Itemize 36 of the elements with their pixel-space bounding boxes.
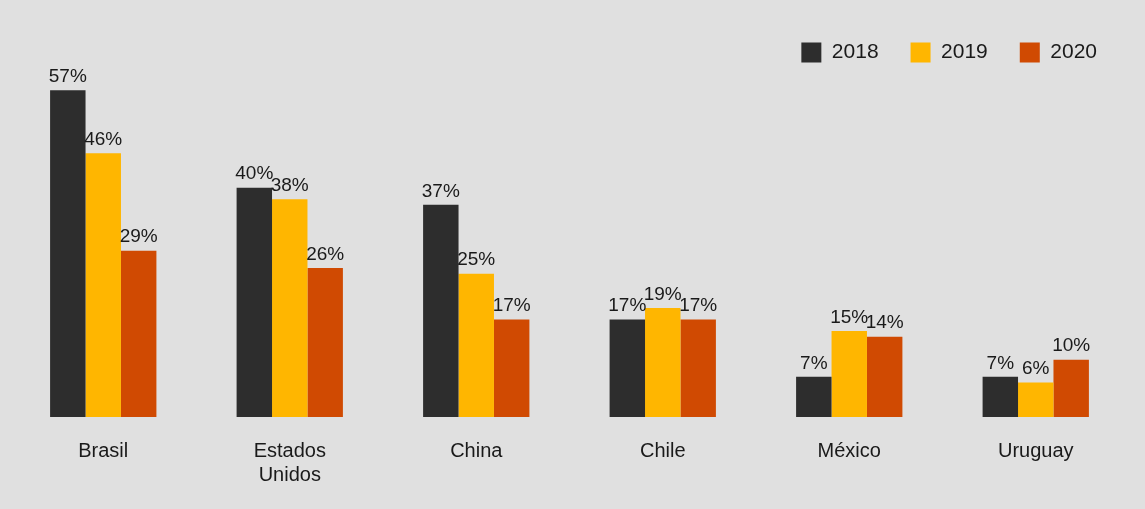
legend-label: 2019 [941,39,988,63]
data-label: 37% [421,179,460,201]
legend-label: 2018 [831,39,879,63]
bar [680,319,716,417]
data-label: 7% [986,351,1015,373]
bar [50,90,86,417]
bar [458,273,494,417]
bar [831,331,867,417]
bar [866,336,903,417]
legend-label: 2020 [1050,39,1097,63]
x-tick-label: China [450,438,504,461]
x-tick-label: Chile [639,438,686,461]
data-label: 57% [48,64,87,86]
bar [796,376,832,417]
data-label: 6% [1022,357,1050,379]
bar [423,204,459,417]
data-label: 10% [1052,334,1091,356]
x-tick-label: Brasil [78,438,129,461]
data-label: 25% [457,248,496,270]
x-tick-label: México [817,438,881,461]
bar [85,153,121,417]
bar [982,376,1019,417]
bar [272,199,308,417]
data-label: 7% [800,351,828,373]
bar [1018,382,1054,417]
data-label: 17% [492,294,531,316]
bar [236,187,273,417]
bar [120,250,157,417]
x-tick-label: Uruguay [997,438,1074,461]
bar [609,319,646,417]
x-tick-label: Estados Unidos [253,438,326,485]
bar [493,319,530,417]
data-label: 26% [306,242,345,264]
bar [645,308,681,417]
bar [1053,359,1089,417]
bar [307,267,343,417]
